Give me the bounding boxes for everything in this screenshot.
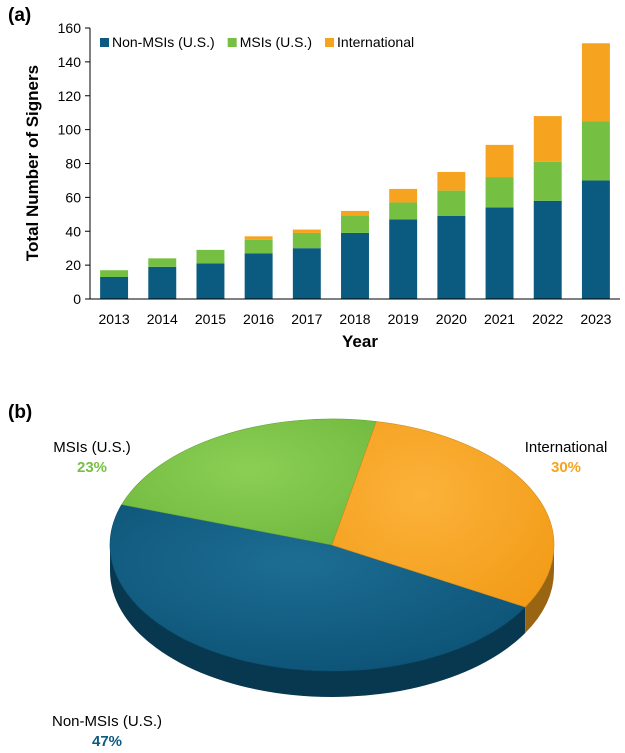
x-axis: 2013 2014 2015 2016 2017 2018 2019 2020 2021 2022…: [90, 298, 620, 327]
pie-side: [110, 545, 554, 697]
legend-label: MSIs (U.S.): [240, 34, 312, 50]
pie-slice-name: MSIs (U.S.): [53, 439, 131, 456]
y-tick-label: 60: [65, 189, 81, 205]
bar-segment: [244, 236, 273, 240]
bar-segment: [244, 239, 273, 254]
panel-label-a: (a): [8, 5, 31, 26]
x-tick-label: 2016: [243, 311, 274, 327]
bar-segment: [292, 248, 321, 299]
pie-slice: [121, 418, 377, 546]
bar-segment: [292, 232, 321, 249]
x-tick-label: 2013: [99, 311, 130, 327]
y-axis: 0 20 40 60 80 100 120 140 160: [58, 20, 91, 307]
pie-slice: [331, 421, 555, 608]
bar-segment: [581, 180, 610, 299]
bar-segment: [581, 121, 610, 181]
bar-segment: [437, 171, 466, 191]
pie: [109, 418, 555, 697]
bar-segment: [437, 190, 466, 217]
bar-segment: [148, 258, 177, 267]
legend-label: International: [337, 34, 414, 50]
pie-side-wall: [110, 545, 526, 697]
bar-segment: [437, 216, 466, 299]
y-tick-label: 160: [58, 20, 82, 36]
bars: [100, 43, 610, 299]
x-tick-label: 2021: [484, 311, 515, 327]
y-tick-label: 40: [65, 223, 81, 239]
legend-swatch: [325, 38, 335, 47]
x-tick-label: 2015: [195, 311, 226, 327]
bar-segment: [196, 249, 225, 264]
x-axis-title: Year: [342, 332, 378, 351]
bar-segment: [341, 210, 369, 217]
bar-segment: [389, 219, 418, 299]
pie-slice: [109, 504, 526, 672]
y-tick-label: 100: [58, 122, 82, 138]
pie-slice-percent: 23%: [77, 459, 107, 476]
legend-label: Non-MSIs (U.S.): [112, 34, 215, 50]
bar-segment: [581, 43, 610, 122]
pie-top: [109, 418, 555, 672]
bar-segment: [533, 161, 562, 201]
legend: Non-MSIs (U.S.) MSIs (U.S.) International: [100, 34, 414, 50]
x-tick-label: 2014: [147, 311, 178, 327]
bar-segment: [100, 270, 129, 277]
bar-segment: [485, 207, 514, 299]
y-axis-title: Total Number of Signers: [23, 65, 42, 261]
x-tick-label: 2018: [339, 311, 370, 327]
panel-label-b: (b): [8, 402, 32, 423]
bar-segment: [485, 144, 514, 178]
bar-segment: [100, 276, 129, 299]
legend-swatch: [100, 38, 109, 47]
bar-chart: (a) Total Number of Signers Year 0 20 40 60…: [8, 5, 620, 351]
pie-slice-name: Non-MSIs (U.S.): [52, 713, 162, 730]
y-tick-label: 140: [58, 54, 82, 70]
pie-labels: Non-MSIs (U.S.) 47% MSIs (U.S.) 23% Internat…: [52, 439, 607, 750]
pie-slice-percent: 30%: [551, 459, 581, 476]
bar-segment: [485, 177, 514, 208]
x-tick-label: 2023: [580, 311, 611, 327]
y-tick-label: 0: [73, 291, 81, 307]
x-tick-label: 2017: [291, 311, 322, 327]
bar-segment: [389, 202, 418, 220]
pie-chart: (b) Non-MSIs (U.S.) 47% MSIs (U.S.) 23% Inte…: [8, 402, 607, 750]
bar-segment: [533, 200, 562, 299]
bar-segment: [292, 229, 321, 233]
pie-slice-percent: 47%: [92, 733, 122, 750]
y-tick-label: 80: [65, 156, 81, 172]
pie-side-wall: [525, 545, 554, 634]
y-tick-label: 20: [65, 257, 81, 273]
bar-segment: [148, 266, 177, 299]
bar-segment: [196, 263, 225, 299]
bar-segment: [533, 116, 562, 162]
bar-segment: [244, 253, 273, 299]
bar-segment: [389, 188, 418, 203]
y-tick-label: 120: [58, 88, 82, 104]
pie-slice-name: International: [525, 439, 608, 456]
x-tick-label: 2019: [388, 311, 419, 327]
bar-segment: [341, 216, 369, 233]
bar-segment: [341, 232, 369, 299]
x-tick-label: 2022: [532, 311, 563, 327]
legend-swatch: [227, 38, 237, 47]
x-tick-label: 2020: [436, 311, 467, 327]
